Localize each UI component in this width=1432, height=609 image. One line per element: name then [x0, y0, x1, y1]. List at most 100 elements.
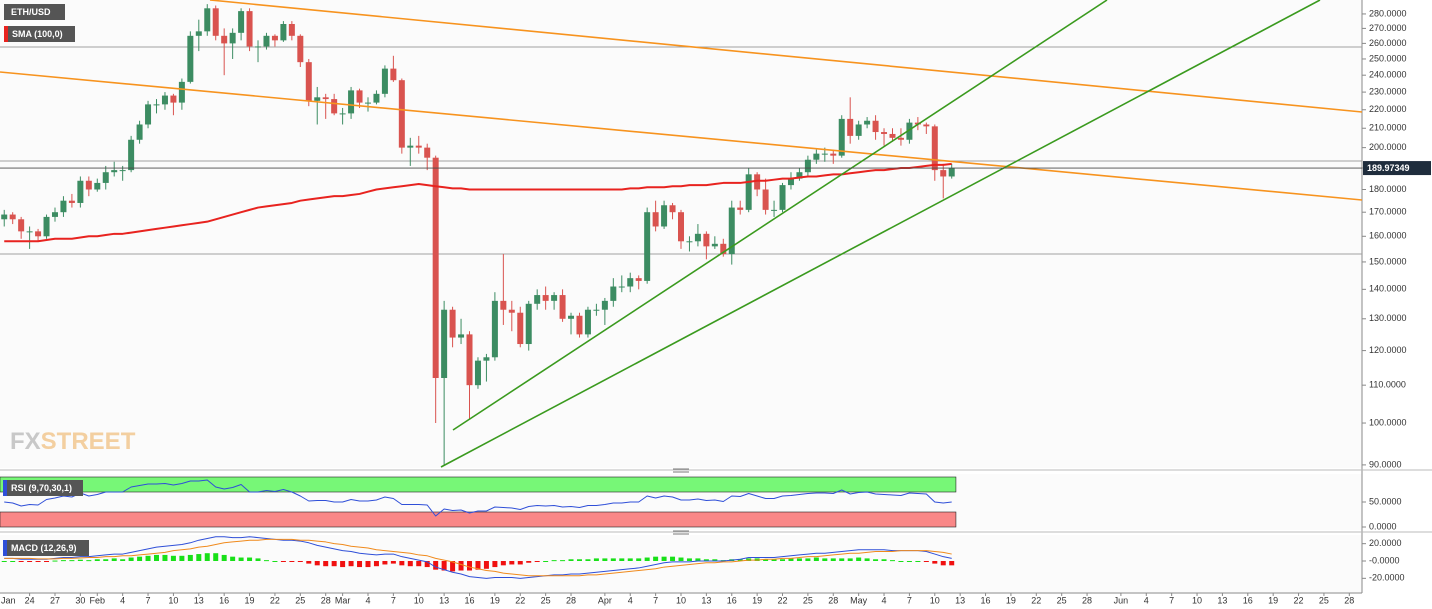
candle-body — [9, 214, 16, 220]
x-tick-label: May — [850, 595, 868, 605]
candle-body — [153, 104, 160, 106]
candle-body — [593, 309, 600, 311]
macd-histogram-bar — [830, 558, 836, 561]
candle-body — [305, 62, 312, 101]
candle-body — [652, 212, 659, 227]
candle-body — [128, 139, 135, 171]
x-tick-label: 19 — [1006, 595, 1016, 605]
macd-histogram-bar — [534, 561, 540, 562]
macd-line — [4, 536, 952, 579]
macd-histogram-bar — [179, 555, 185, 561]
macd-histogram-bar — [889, 560, 895, 562]
y-tick-label: 270.0000 — [1369, 23, 1407, 33]
panel-resize-handle[interactable] — [673, 530, 689, 535]
sma-line — [4, 162, 952, 243]
rsi-lower-band — [0, 511, 957, 528]
trend-line — [440, 0, 1321, 468]
macd-histogram-bar — [52, 560, 58, 562]
macd-histogram-bar — [712, 559, 718, 561]
x-tick-label: Feb — [90, 595, 106, 605]
candle-body — [559, 295, 566, 319]
panel-resize-handle[interactable] — [673, 468, 689, 473]
x-tick-label: 7 — [146, 595, 151, 605]
macd-histogram-bar — [551, 560, 557, 562]
macd-histogram-bar — [517, 561, 523, 565]
macd-histogram-bar — [297, 561, 303, 562]
candle-body — [754, 174, 761, 190]
candle-body — [830, 153, 837, 156]
macd-histogram-bar — [128, 557, 134, 561]
candle-body — [356, 90, 363, 103]
rsi-tag[interactable]: RSI (9,70,30,1) — [3, 480, 83, 496]
macd-histogram-bar — [881, 559, 887, 561]
x-tick-label: 30 — [75, 595, 85, 605]
x-tick-label: Apr — [598, 595, 612, 605]
macd-histogram-bar — [467, 561, 473, 571]
macd-histogram-bar — [492, 561, 498, 568]
macd-histogram-bar — [526, 561, 532, 563]
y-tick-label: 170.0000 — [1369, 207, 1407, 217]
macd-histogram-bar — [213, 553, 219, 561]
candle-body — [212, 8, 219, 36]
x-tick-label: 16 — [1243, 595, 1253, 605]
x-tick-label: 22 — [270, 595, 280, 605]
candle-body — [635, 278, 642, 281]
candle-body — [280, 24, 287, 41]
y-tick-label: 100.0000 — [1369, 417, 1407, 427]
rsi-y-tick-label: 0.0000 — [1369, 521, 1397, 531]
macd-histogram-bar — [77, 559, 83, 561]
candle-body — [314, 97, 321, 101]
watermark-fx: FX — [10, 428, 41, 455]
candle-body — [940, 170, 947, 177]
candle-body — [661, 205, 668, 227]
rsi-tag-box — [3, 480, 83, 496]
candle-body — [881, 132, 888, 134]
macd-histogram-bar — [10, 561, 16, 562]
sma-tag[interactable]: SMA (100,0) — [4, 26, 75, 42]
x-tick-label: 13 — [701, 595, 711, 605]
watermark-street: STREET — [41, 428, 136, 455]
macd-histogram-bar — [695, 558, 701, 561]
x-tick-label: 16 — [727, 595, 737, 605]
candle-body — [931, 126, 938, 171]
macd-histogram-bar — [103, 559, 109, 561]
candle-body — [584, 309, 591, 335]
x-tick-label: Jun — [1114, 595, 1129, 605]
macd-histogram-bar — [678, 557, 684, 561]
macd-histogram-bar — [788, 558, 794, 561]
candle-body — [85, 180, 92, 190]
x-tick-label: 7 — [391, 595, 396, 605]
candle-body — [432, 157, 439, 379]
x-tick-label: 24 — [25, 595, 35, 605]
candle-body — [60, 200, 67, 213]
candle-body — [737, 207, 744, 210]
x-tick-label: 10 — [168, 595, 178, 605]
candle-body — [813, 153, 820, 160]
macd-histogram-bar — [230, 556, 236, 561]
x-tick-label: 7 — [907, 595, 912, 605]
candle-body — [322, 97, 329, 100]
candle-body — [297, 35, 304, 63]
x-tick-label: 16 — [465, 595, 475, 605]
macd-histogram-bar — [255, 558, 261, 561]
candle-body — [271, 35, 278, 41]
x-tick-label: 7 — [653, 595, 658, 605]
candle-body — [373, 93, 380, 103]
x-tick-label: 19 — [752, 595, 762, 605]
macd-histogram-bar — [306, 561, 312, 564]
y-tick-label: 130.0000 — [1369, 313, 1407, 323]
y-tick-label: 140.0000 — [1369, 284, 1407, 294]
candle-body — [68, 200, 75, 203]
macd-histogram-bar — [44, 561, 50, 562]
candle-body — [906, 122, 913, 140]
macd-histogram-bar — [365, 561, 371, 568]
candle-body — [424, 147, 431, 158]
macd-tag[interactable]: MACD (12,26,9) — [3, 540, 89, 556]
macd-histogram-bar — [60, 560, 66, 562]
trend-line — [209, 0, 1362, 113]
macd-histogram-bar — [272, 561, 278, 562]
macd-histogram-bar — [560, 560, 566, 562]
y-tick-label: 120.0000 — [1369, 345, 1407, 355]
candle-body — [348, 90, 355, 114]
